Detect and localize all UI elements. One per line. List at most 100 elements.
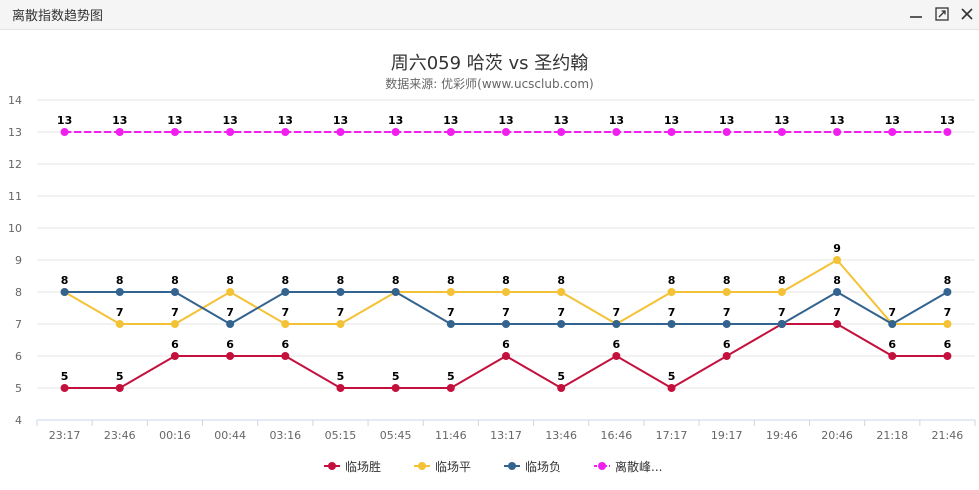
data-label: 6 bbox=[502, 338, 510, 351]
data-label-halo: 7 bbox=[778, 306, 786, 319]
data-label-halo: 8 bbox=[502, 274, 510, 287]
data-label-halo: 8 bbox=[171, 274, 179, 287]
chart-area: 周六059 哈茨 vs 圣约翰 数据来源: 优彩师(www.ucsclub.co… bbox=[0, 30, 979, 490]
data-label: 13 bbox=[774, 114, 789, 127]
data-point bbox=[502, 320, 510, 328]
data-label: 7 bbox=[557, 306, 565, 319]
data-label: 8 bbox=[392, 274, 400, 287]
data-point bbox=[60, 384, 69, 392]
data-label-halo: 13 bbox=[443, 114, 458, 127]
data-point bbox=[115, 320, 124, 328]
data-label-halo: 5 bbox=[61, 370, 69, 383]
data-point bbox=[502, 128, 510, 136]
data-point bbox=[667, 320, 676, 328]
data-label: 8 bbox=[723, 274, 731, 287]
data-label: 8 bbox=[226, 274, 234, 287]
data-label: 13 bbox=[57, 114, 72, 127]
data-label-halo: 5 bbox=[447, 370, 455, 383]
data-label: 13 bbox=[222, 114, 237, 127]
data-point bbox=[502, 288, 510, 296]
minimize-icon[interactable] bbox=[906, 4, 926, 24]
data-label-halo: 7 bbox=[888, 306, 896, 319]
legend-symbol bbox=[504, 462, 520, 470]
data-point bbox=[115, 384, 124, 392]
data-point bbox=[115, 288, 124, 296]
data-label-halo: 13 bbox=[278, 114, 293, 127]
data-label: 8 bbox=[392, 274, 400, 287]
y-tick-label: 13 bbox=[8, 126, 22, 139]
x-tick-label: 11:46 bbox=[435, 429, 467, 442]
data-label-halo: 5 bbox=[337, 370, 345, 383]
data-label-halo: 5 bbox=[116, 370, 124, 383]
data-label-halo: 8 bbox=[723, 274, 731, 287]
data-point bbox=[888, 128, 897, 136]
data-point bbox=[557, 384, 566, 392]
data-label: 5 bbox=[447, 370, 455, 383]
x-tick-label: 03:16 bbox=[269, 429, 301, 442]
data-label-halo: 13 bbox=[333, 114, 348, 127]
data-label: 7 bbox=[833, 306, 841, 319]
data-label: 13 bbox=[333, 114, 348, 127]
data-label: 7 bbox=[723, 306, 731, 319]
data-point bbox=[281, 128, 290, 136]
data-point bbox=[777, 288, 786, 296]
x-tick-label: 16:46 bbox=[601, 429, 633, 442]
data-point bbox=[170, 128, 179, 136]
data-label-halo: 8 bbox=[226, 274, 234, 287]
data-label: 7 bbox=[944, 306, 952, 319]
data-label: 7 bbox=[226, 306, 234, 319]
data-point bbox=[115, 128, 124, 136]
data-point bbox=[226, 352, 235, 360]
data-point bbox=[446, 384, 455, 392]
data-label: 13 bbox=[112, 114, 127, 127]
data-label-halo: 8 bbox=[833, 274, 841, 287]
data-point bbox=[281, 288, 290, 296]
legend-marker bbox=[598, 462, 606, 470]
data-label: 13 bbox=[609, 114, 624, 127]
x-tick-label: 23:17 bbox=[49, 429, 81, 442]
x-tick-label: 23:46 bbox=[104, 429, 136, 442]
data-label: 6 bbox=[226, 338, 234, 351]
x-tick-label: 20:46 bbox=[821, 429, 853, 442]
data-label-halo: 5 bbox=[668, 370, 676, 383]
data-label: 5 bbox=[61, 370, 69, 383]
legend-item[interactable]: 离散峰... bbox=[594, 457, 662, 475]
data-point bbox=[612, 128, 621, 136]
data-label: 13 bbox=[719, 114, 734, 127]
data-point bbox=[722, 320, 731, 328]
data-label: 13 bbox=[443, 114, 458, 127]
data-label: 7 bbox=[888, 306, 896, 319]
close-icon[interactable] bbox=[957, 4, 977, 24]
data-point bbox=[833, 256, 842, 264]
data-point bbox=[722, 288, 731, 296]
data-label: 6 bbox=[944, 338, 952, 351]
data-label-halo: 7 bbox=[502, 306, 510, 319]
line-chart: 4 5 6 7 8 9 10 11 12 13 14 23:17 23:46 00:16 00:44 03:1… bbox=[8, 94, 976, 442]
data-label-halo: 8 bbox=[281, 274, 289, 287]
data-label: 7 bbox=[778, 306, 786, 319]
data-label: 13 bbox=[498, 114, 513, 127]
y-tick-label: 9 bbox=[15, 254, 22, 267]
data-label-halo: 7 bbox=[723, 306, 731, 319]
x-tick-label: 00:16 bbox=[159, 429, 191, 442]
data-label: 8 bbox=[833, 274, 841, 287]
legend-item[interactable]: 临场胜 bbox=[324, 457, 381, 475]
data-point bbox=[722, 128, 731, 136]
data-label-halo: 7 bbox=[613, 306, 621, 319]
data-point bbox=[170, 352, 179, 360]
data-label: 7 bbox=[337, 306, 345, 319]
maximize-icon[interactable] bbox=[932, 4, 952, 24]
data-label-halo: 7 bbox=[447, 306, 455, 319]
data-point bbox=[446, 128, 455, 136]
data-label: 8 bbox=[116, 274, 124, 287]
legend-item[interactable]: 临场平 bbox=[414, 457, 471, 475]
data-label: 5 bbox=[668, 370, 676, 383]
legend-item[interactable]: 临场负 bbox=[504, 457, 561, 475]
data-label-halo: 13 bbox=[885, 114, 900, 127]
data-label: 13 bbox=[664, 114, 679, 127]
data-point bbox=[667, 384, 676, 392]
data-label: 13 bbox=[885, 114, 900, 127]
data-label-halo: 13 bbox=[609, 114, 624, 127]
chart-title: 周六059 哈茨 vs 圣约翰 bbox=[390, 53, 589, 74]
data-label-halo: 8 bbox=[61, 274, 69, 287]
